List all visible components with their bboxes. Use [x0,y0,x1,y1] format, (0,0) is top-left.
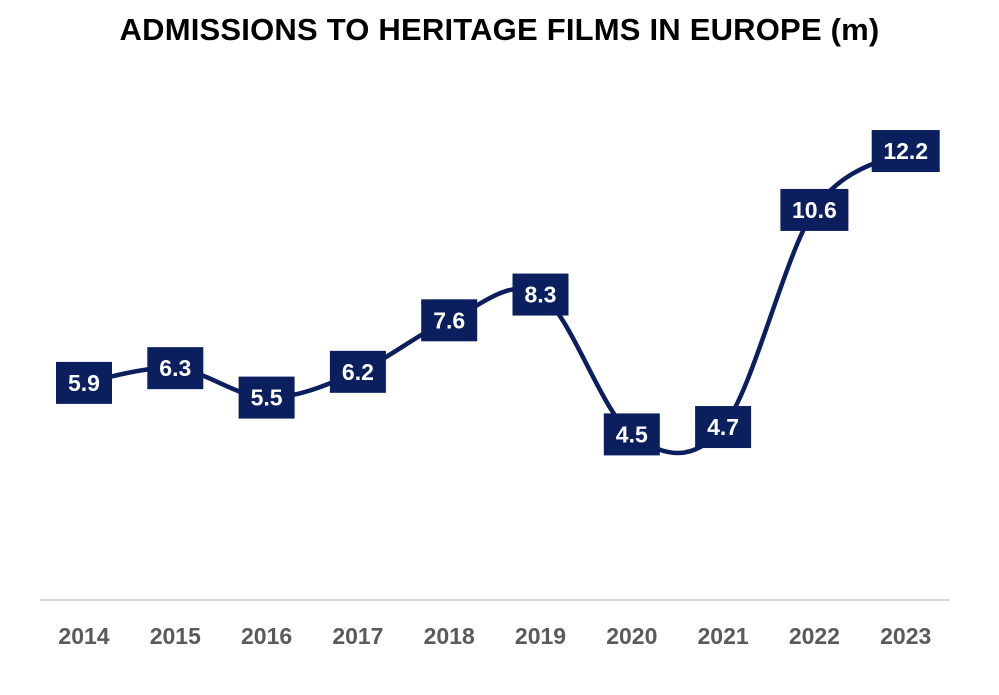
x-tick-label-2020: 2020 [606,623,657,649]
x-tick-label-2014: 2014 [58,623,109,649]
x-tick-label-2015: 2015 [150,623,201,649]
data-label-2016: 5.5 [239,377,295,419]
data-label-2020: 4.5 [604,413,660,455]
data-label-2017: 6.2 [330,351,386,393]
line-chart-plot: 5.96.35.56.27.68.34.5 4.710.612.2 2014 201… [0,0,999,695]
data-label-2018: 7.6 [421,299,477,341]
x-tick-label-2023: 2023 [880,623,931,649]
data-label-2022: 10.6 [780,189,848,231]
data-label-value: 4.5 [616,421,648,447]
data-label-value: 6.3 [159,355,191,381]
data-label-2021: 4.7 [695,406,751,448]
data-label-value: 12.2 [883,138,928,164]
data-label-value: 8.3 [525,282,557,308]
data-label-value: 4.7 [707,414,739,440]
data-label-value: 6.2 [342,359,374,385]
x-tick-label-2019: 2019 [515,623,566,649]
data-label-value: 5.9 [68,370,100,396]
x-tick-label-2021: 2021 [698,623,749,649]
chart: ADMISSIONS TO HERITAGE FILMS IN EUROPE (… [0,0,999,695]
data-label-2023: 12.2 [872,130,940,172]
x-tick-label-2016: 2016 [241,623,292,649]
x-tick-label-2022: 2022 [789,623,840,649]
data-label-2015: 6.3 [147,347,203,389]
data-label-value: 5.5 [251,385,283,411]
data-label-2014: 5.9 [56,362,112,404]
data-label-value: 10.6 [792,197,837,223]
x-tick-label-2018: 2018 [424,623,475,649]
data-label-2019: 8.3 [513,274,569,316]
x-tick-label-2017: 2017 [332,623,383,649]
x-axis-ticks: 2014 2015 2016 2017 2018 2019 2020 2021 2022 2023 [58,623,931,649]
data-label-value: 7.6 [433,307,465,333]
